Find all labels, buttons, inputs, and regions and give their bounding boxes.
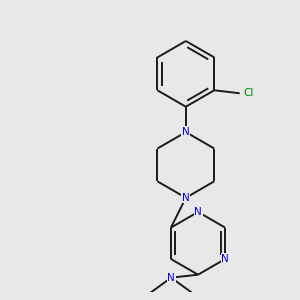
Text: N: N (167, 273, 175, 283)
Text: N: N (194, 207, 202, 217)
Text: N: N (221, 254, 229, 264)
Text: Cl: Cl (243, 88, 254, 98)
Text: N: N (182, 127, 190, 137)
Text: N: N (182, 193, 190, 203)
